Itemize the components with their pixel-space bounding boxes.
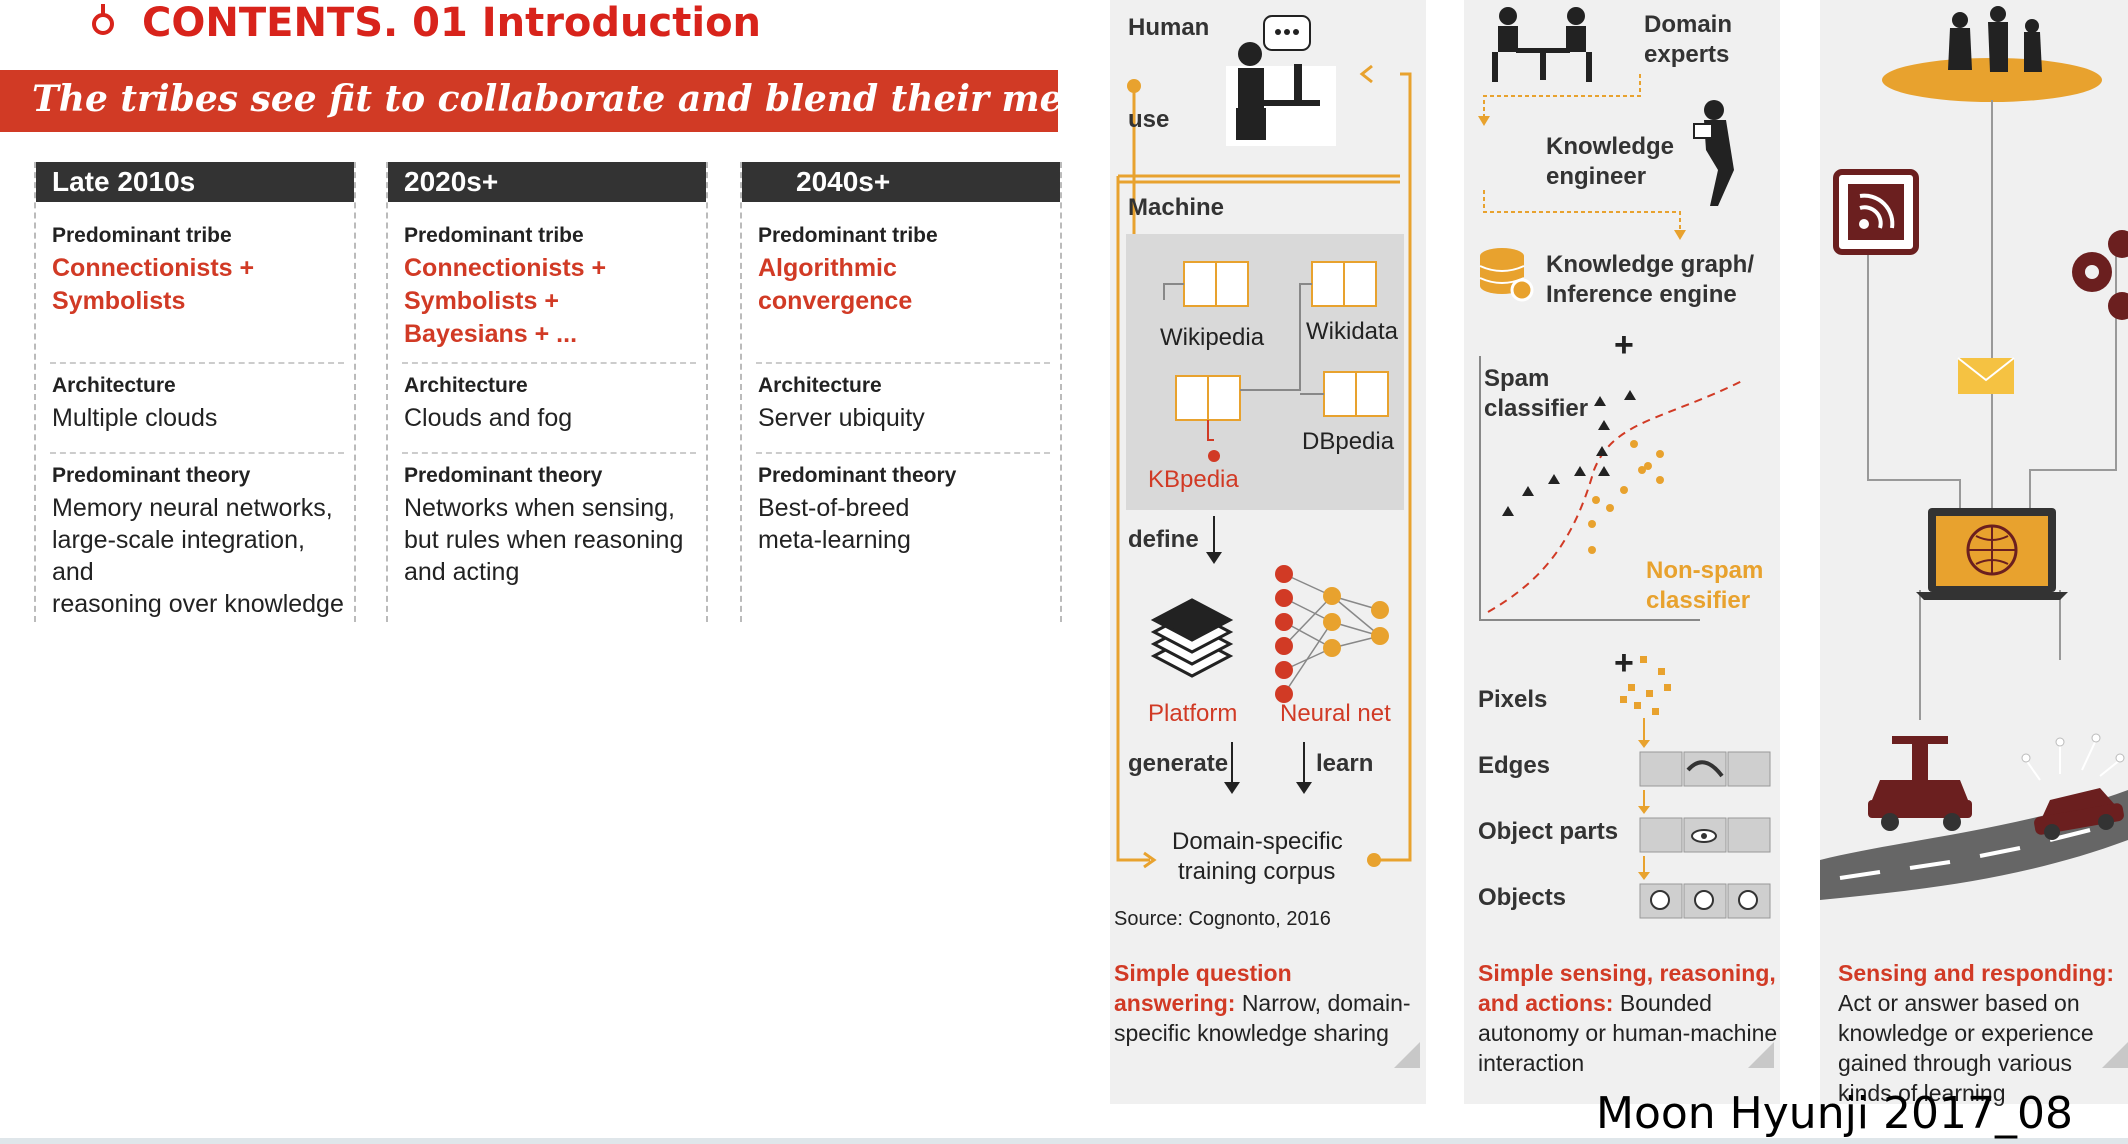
- neural-net-icon: [1275, 565, 1389, 703]
- theory-value: Best-of-breed meta-learning: [758, 494, 911, 554]
- banner: [0, 70, 1058, 132]
- architecture-label: Architecture: [52, 374, 176, 397]
- knowledge-engineer-label: Knowledge engineer: [1546, 133, 1675, 190]
- divider: [756, 452, 1050, 454]
- rss-feed-icon: [1833, 169, 1919, 255]
- email-envelope-icon: [1957, 357, 2015, 394]
- architecture-label: Architecture: [758, 374, 882, 397]
- generate-label: generate: [1128, 750, 1229, 777]
- theory-value: Networks when sensing, but rules when re…: [404, 494, 684, 586]
- panel1-diagram: [1116, 15, 1412, 869]
- divider: [50, 452, 344, 454]
- tribe-label: Predominant tribe: [52, 224, 232, 247]
- kbpedia-label: KBpedia: [1148, 466, 1239, 493]
- tribe-value: Connectionists + Symbolists + Bayesians …: [404, 254, 607, 348]
- wikipedia-label: Wikipedia: [1160, 324, 1265, 351]
- caption-title: Simple question answering:: [1114, 960, 1292, 1016]
- platform-disc-icon: [1882, 58, 2102, 102]
- laptop-globe-icon: [1916, 508, 2068, 600]
- era-column-2040s: 2040s+ Predominant tribe Algorithmic con…: [740, 162, 1062, 622]
- footer-bar: [0, 1138, 2128, 1144]
- theory-label: Predominant theory: [758, 464, 957, 487]
- architecture-value: Clouds and fog: [404, 404, 573, 432]
- non-spam-classifier-label: Non-spam classifier: [1646, 557, 1764, 614]
- object-parts-label: Object parts: [1478, 818, 1619, 845]
- platform-layers-icon: [1150, 598, 1234, 678]
- caption-title: Simple sensing, reasoning, and actions:: [1478, 960, 1776, 1016]
- spam-classifier-label: Spam classifier: [1484, 365, 1589, 422]
- objects-label: Objects: [1478, 884, 1567, 911]
- spam-points: [1502, 390, 1636, 516]
- connected-car-icon: [2034, 788, 2124, 840]
- edges-label: Edges: [1478, 752, 1551, 779]
- banner-text: The tribes see fit to collaborate and bl…: [32, 78, 1175, 120]
- machine-label: Machine: [1128, 194, 1225, 221]
- divider: [402, 362, 696, 364]
- panel1-caption: Simple question answering: Narrow, domai…: [1114, 958, 1418, 1048]
- human-label: Human: [1128, 14, 1210, 41]
- architecture-label: Architecture: [404, 374, 528, 397]
- corpus-label-line2: training corpus: [1178, 858, 1336, 885]
- domain-experts-label: Domain experts: [1644, 11, 1733, 68]
- theory-label: Predominant theory: [52, 464, 251, 487]
- platform-label: Platform: [1148, 700, 1238, 727]
- era-title: Late 2010s: [36, 162, 354, 202]
- human-at-desk-icon: [1226, 15, 1336, 146]
- caption-title: Sensing and responding:: [1838, 960, 2115, 986]
- author-credit: Moon Hyunji 2017_08: [1596, 1088, 2073, 1139]
- wikidata-label: Wikidata: [1306, 318, 1399, 345]
- page-fold-corner: [1394, 1042, 1420, 1068]
- theory-value: Memory neural networks, large-scale inte…: [52, 494, 344, 618]
- use-label: use: [1128, 106, 1170, 133]
- contents-marker-icon: [92, 4, 114, 35]
- era-column-late-2010s: Late 2010s Predominant tribe Connectioni…: [34, 162, 356, 622]
- panel2-caption: Simple sensing, reasoning, and actions: …: [1478, 958, 1778, 1078]
- non-spam-points: [1588, 440, 1664, 554]
- define-label: define: [1128, 526, 1199, 553]
- caption-body: Bounded autonomy or human-machine intera…: [1478, 990, 1778, 1076]
- era-title: 2040s+: [742, 162, 1060, 202]
- people-group-icon: [1948, 6, 2042, 72]
- gears-icon: [2072, 230, 2128, 320]
- divider: [50, 362, 344, 364]
- architecture-value: Multiple clouds: [52, 404, 218, 432]
- tribe-value: Connectionists + Symbolists: [52, 254, 255, 315]
- corpus-label-line1: Domain-specific: [1172, 828, 1343, 855]
- source-note: Source: Cognonto, 2016: [1114, 908, 1331, 930]
- autonomous-car-icon: [1868, 736, 1972, 831]
- panel3-diagram: [1820, 6, 2128, 900]
- panel-question-answering: [1110, 0, 1426, 1104]
- neural-net-label: Neural net: [1280, 700, 1391, 727]
- tribe-value: Algorithmic convergence: [758, 254, 913, 315]
- era-title: 2020s+: [388, 162, 706, 202]
- caption-body: Act or answer based on knowledge or expe…: [1838, 990, 2094, 1106]
- knowledge-engineer-icon: [1693, 100, 1734, 206]
- divider: [402, 452, 696, 454]
- plus-sign: +: [1614, 326, 1634, 364]
- page-title: CONTENTS. 01 Introduction: [142, 0, 762, 46]
- domain-experts-icon: [1492, 7, 1592, 82]
- pixels-label: Pixels: [1478, 686, 1548, 713]
- knowledge-graph-label: Knowledge graph/ Inference engine: [1546, 251, 1755, 308]
- feature-tiles: [1639, 751, 1771, 919]
- tribe-label: Predominant tribe: [404, 224, 584, 247]
- learn-label: learn: [1316, 750, 1374, 777]
- page-fold-corner: [1748, 1042, 1774, 1068]
- architecture-value: Server ubiquity: [758, 404, 925, 432]
- page-fold-corner: [2102, 1042, 2128, 1068]
- database-icon: [1479, 248, 1534, 302]
- panel3-caption: Sensing and responding: Act or answer ba…: [1838, 958, 2122, 1108]
- pixel-cluster-icon: [1620, 656, 1671, 715]
- plus-sign: +: [1614, 644, 1634, 682]
- tribe-label: Predominant tribe: [758, 224, 938, 247]
- panel2-diagram: [1478, 7, 1771, 919]
- divider: [756, 362, 1050, 364]
- dbpedia-label: DBpedia: [1302, 428, 1395, 455]
- theory-label: Predominant theory: [404, 464, 603, 487]
- caption-body: Narrow, domain-specific knowledge sharin…: [1114, 990, 1411, 1046]
- era-column-2020s: 2020s+ Predominant tribe Connectionists …: [386, 162, 708, 622]
